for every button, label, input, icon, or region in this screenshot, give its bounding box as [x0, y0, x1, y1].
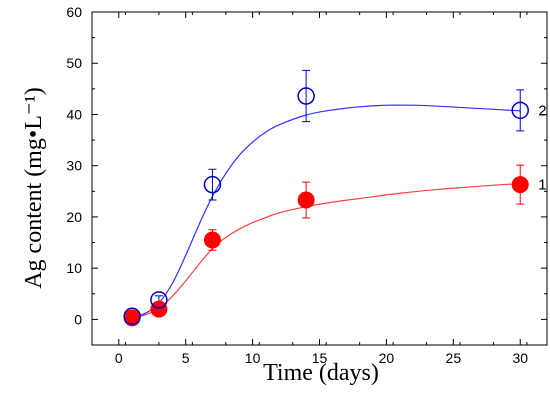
- x-tick-label: 25: [446, 350, 462, 366]
- x-tick-label: 20: [379, 350, 395, 366]
- y-axis-title: Ag content (mg•L⁻¹): [21, 87, 47, 289]
- series-label-2: 2: [538, 102, 546, 119]
- fit-curve-series-2: [131, 104, 521, 318]
- data-markers: [123, 87, 529, 327]
- data-point-series-2: [123, 307, 141, 326]
- data-point-series-1: [203, 231, 221, 249]
- data-point-series-2: [203, 175, 222, 194]
- y-tick-label: 10: [66, 260, 82, 276]
- data-point-series-2: [150, 291, 168, 309]
- x-tick-label: 30: [512, 350, 528, 366]
- x-tick-label: 15: [312, 350, 328, 366]
- y-tick-label: 60: [66, 4, 82, 20]
- data-point-series-1: [511, 176, 529, 194]
- plot-frame: [91, 11, 548, 346]
- data-point-series-1: [150, 300, 168, 318]
- data-point-series-1: [123, 309, 141, 327]
- series-label-1: 1: [538, 177, 546, 194]
- data-point-series-2: [511, 101, 529, 120]
- data-point-series-2: [297, 87, 315, 105]
- fit-curve-series-1: [131, 183, 521, 319]
- y-tick-label: 20: [66, 209, 82, 225]
- fit-curves: [131, 104, 521, 319]
- axis-ticks: 0 5 10 15 20 25 30 0 10 20 30 40 50 60: [66, 4, 547, 366]
- y-tick-label: 0: [74, 311, 82, 327]
- series-tags: 12: [538, 102, 546, 193]
- x-axis-title: Time (days): [263, 360, 379, 386]
- x-tick-label: 0: [115, 350, 123, 366]
- y-tick-label: 30: [66, 158, 82, 174]
- y-tick-label: 50: [66, 55, 82, 71]
- y-tick-label: 40: [66, 106, 82, 122]
- data-point-series-1: [297, 191, 315, 209]
- x-tick-label: 10: [245, 350, 261, 366]
- plot-border: [91, 11, 548, 346]
- x-tick-label: 5: [182, 350, 190, 366]
